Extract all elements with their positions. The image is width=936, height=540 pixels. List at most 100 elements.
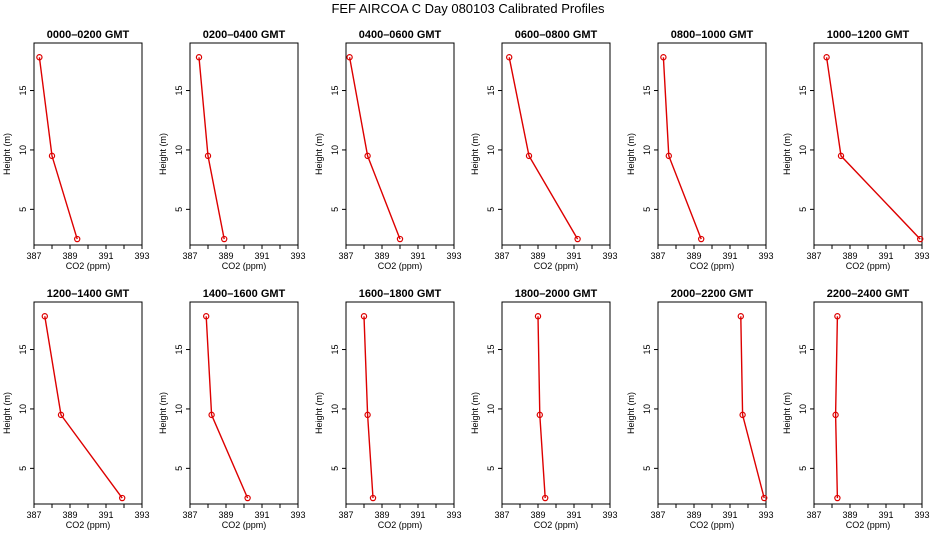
- series-line: [44, 316, 123, 499]
- y-axis-label: Height (m): [782, 133, 792, 175]
- data-point: [834, 494, 841, 502]
- x-tick-label: 391: [254, 251, 269, 261]
- data-point: [369, 494, 377, 502]
- data-point: [506, 54, 513, 61]
- x-tick-label: 387: [182, 510, 197, 520]
- x-tick-label: 389: [686, 510, 701, 520]
- plot-frame: [33, 301, 143, 505]
- y-tick-label: 5: [798, 207, 808, 212]
- y-tick-label: 5: [174, 207, 184, 212]
- x-tick-label: 391: [878, 510, 893, 520]
- y-tick-label: 5: [330, 466, 340, 471]
- y-tick-label: 10: [174, 404, 184, 414]
- chart-panel-9: 1600–1800 GMT 387 389 391 393 CO2 (ppm) 5 10 15 H…: [314, 288, 462, 530]
- y-tick-label: 5: [174, 466, 184, 471]
- x-tick-label: 389: [374, 510, 389, 520]
- panel-title: 0400–0600 GMT: [359, 29, 442, 41]
- x-tick-label: 389: [218, 251, 233, 261]
- panel-title: 1000–1200 GMT: [827, 29, 910, 41]
- data-point: [739, 411, 746, 419]
- panel-title: 0200–0400 GMT: [203, 29, 286, 41]
- plot-frame: [657, 42, 767, 246]
- x-tick-label: 389: [530, 251, 545, 261]
- x-tick-label: 393: [758, 510, 773, 520]
- y-tick-label: 5: [486, 466, 496, 471]
- y-tick-label: 15: [174, 345, 184, 355]
- y-tick-label: 5: [642, 207, 652, 212]
- chart-panel-6: 1000–1200 GMT 387 389 391 393 CO2 (ppm) 5 10 15 H…: [782, 29, 930, 271]
- y-tick-label: 10: [330, 404, 340, 414]
- series-line: [38, 57, 78, 240]
- data-point: [823, 54, 830, 61]
- series-line: [662, 57, 702, 240]
- x-tick-label: 393: [290, 510, 305, 520]
- x-axis-label: CO2 (ppm): [66, 261, 111, 271]
- y-tick-label: 5: [18, 466, 28, 471]
- data-point: [364, 411, 371, 419]
- x-axis-label: CO2 (ppm): [222, 261, 267, 271]
- x-tick-label: 393: [134, 251, 149, 261]
- data-point: [195, 54, 203, 61]
- data-point: [737, 313, 745, 320]
- data-point: [660, 54, 667, 61]
- data-point: [360, 313, 368, 320]
- x-axis-label: CO2 (ppm): [690, 520, 735, 530]
- x-tick-label: 391: [98, 251, 113, 261]
- panel-title: 2200–2400 GMT: [827, 288, 910, 300]
- panel-title: 0800–1000 GMT: [671, 29, 754, 41]
- y-tick-label: 15: [330, 345, 340, 355]
- y-tick-label: 5: [642, 466, 652, 471]
- y-tick-label: 10: [486, 404, 496, 414]
- x-axis-label: CO2 (ppm): [534, 520, 579, 530]
- y-tick-label: 15: [642, 345, 652, 355]
- x-tick-label: 389: [62, 510, 77, 520]
- data-point: [48, 152, 56, 160]
- y-tick-label: 15: [486, 86, 496, 96]
- series-line: [205, 316, 249, 499]
- x-tick-label: 391: [722, 251, 737, 261]
- y-tick-label: 15: [174, 86, 184, 96]
- data-point: [761, 494, 768, 502]
- series-line: [363, 316, 374, 499]
- data-point: [208, 411, 215, 419]
- y-tick-label: 10: [798, 404, 808, 414]
- x-axis-label: CO2 (ppm): [222, 520, 267, 530]
- data-point: [118, 494, 126, 502]
- x-axis-label: CO2 (ppm): [378, 520, 423, 530]
- data-point: [346, 54, 353, 61]
- y-axis-label: Height (m): [2, 133, 12, 175]
- x-tick-label: 387: [806, 251, 821, 261]
- plot-frame: [189, 301, 299, 505]
- x-tick-label: 393: [446, 510, 461, 520]
- chart-panel-10: 1800–2000 GMT 387 389 391 393 CO2 (ppm) 5 10 15 H…: [470, 288, 618, 530]
- panel-title: 0600–0800 GMT: [515, 29, 598, 41]
- x-tick-label: 393: [914, 251, 929, 261]
- y-tick-label: 10: [330, 145, 340, 155]
- y-axis-label: Height (m): [314, 392, 324, 434]
- series-line: [740, 316, 765, 499]
- x-tick-label: 387: [338, 251, 353, 261]
- y-axis-label: Height (m): [626, 392, 636, 434]
- chart-panel-4: 0600–0800 GMT 387 389 391 393 CO2 (ppm) 5 10 15 H…: [470, 29, 618, 271]
- x-tick-label: 393: [602, 251, 617, 261]
- y-axis-label: Height (m): [158, 392, 168, 434]
- y-axis-label: Height (m): [470, 392, 480, 434]
- x-tick-label: 391: [566, 510, 581, 520]
- x-axis-label: CO2 (ppm): [846, 520, 891, 530]
- y-tick-label: 5: [798, 466, 808, 471]
- x-axis-label: CO2 (ppm): [66, 520, 111, 530]
- plot-frame: [657, 301, 767, 505]
- figure-title: FEF AIRCOA C Day 080103 Calibrated Profi…: [331, 1, 605, 16]
- chart-panel-1: 0000–0200 GMT 387 389 391 393 CO2 (ppm) 5 10 15 H…: [2, 29, 150, 271]
- chart-panel-5: 0800–1000 GMT 387 389 391 393 CO2 (ppm) 5 10 15 H…: [626, 29, 774, 271]
- x-tick-label: 393: [290, 251, 305, 261]
- series-line: [825, 57, 921, 240]
- y-tick-label: 15: [798, 345, 808, 355]
- x-tick-label: 391: [722, 510, 737, 520]
- y-tick-label: 15: [18, 86, 28, 96]
- x-tick-label: 387: [650, 510, 665, 520]
- data-point: [73, 235, 81, 243]
- panel-title: 1400–1600 GMT: [203, 288, 286, 300]
- plot-frame: [813, 42, 923, 246]
